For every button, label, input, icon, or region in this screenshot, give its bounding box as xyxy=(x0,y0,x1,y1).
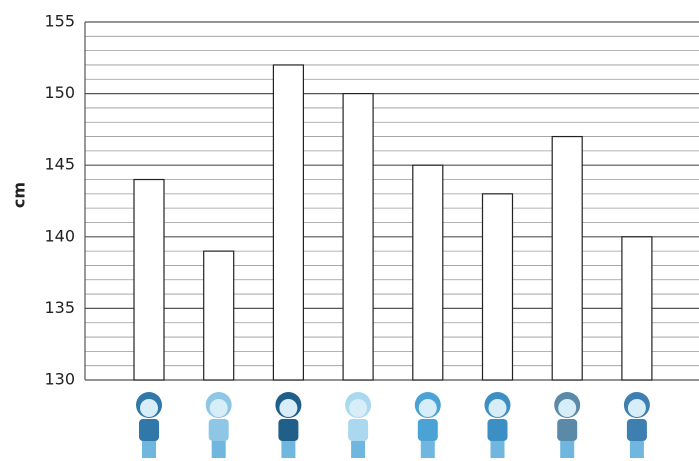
figure-face xyxy=(627,399,646,417)
y-tick-label: 135 xyxy=(44,298,75,317)
y-tick-label: 150 xyxy=(44,83,75,102)
figure-icon xyxy=(275,392,302,458)
y-tick-label: 145 xyxy=(44,155,75,174)
figure-icon xyxy=(414,392,441,458)
figure-icon xyxy=(136,392,162,458)
figure-body xyxy=(139,419,159,441)
figure-body xyxy=(278,419,299,441)
figure-icon xyxy=(623,392,650,458)
figure-legs xyxy=(560,441,575,458)
figure-body xyxy=(487,419,508,441)
figure-body xyxy=(348,419,369,441)
figure-legs xyxy=(211,441,226,458)
bar xyxy=(412,164,444,381)
bar xyxy=(133,178,165,381)
figure-face xyxy=(418,399,437,417)
figure-face xyxy=(558,399,577,417)
bar xyxy=(551,135,583,381)
figure-body xyxy=(557,419,578,441)
y-tick-label: 155 xyxy=(44,12,75,31)
figure-icon xyxy=(345,392,372,458)
y-tick-label: 130 xyxy=(44,370,75,389)
figure-legs xyxy=(629,441,644,458)
bar xyxy=(481,193,514,381)
bar xyxy=(272,64,304,381)
figure-face xyxy=(209,399,228,417)
figure-icon xyxy=(484,392,511,458)
figure-legs xyxy=(281,441,296,458)
figure-face xyxy=(279,399,298,417)
figure-face xyxy=(488,399,507,417)
figure-face xyxy=(349,399,368,417)
figure-icon xyxy=(554,392,581,458)
y-tick-label: 140 xyxy=(44,226,75,245)
figure-body xyxy=(417,419,438,441)
bar xyxy=(621,236,653,381)
figure-legs xyxy=(420,441,435,458)
figure-body xyxy=(626,419,647,441)
figure-icon xyxy=(205,392,232,458)
bar xyxy=(203,250,235,381)
y-axis-label: cm xyxy=(10,182,29,208)
figure-face xyxy=(140,399,158,417)
figure-legs xyxy=(142,441,156,458)
bar xyxy=(342,92,374,381)
figure-legs xyxy=(490,441,505,458)
figure-body xyxy=(208,419,229,441)
figure-legs xyxy=(351,441,366,458)
